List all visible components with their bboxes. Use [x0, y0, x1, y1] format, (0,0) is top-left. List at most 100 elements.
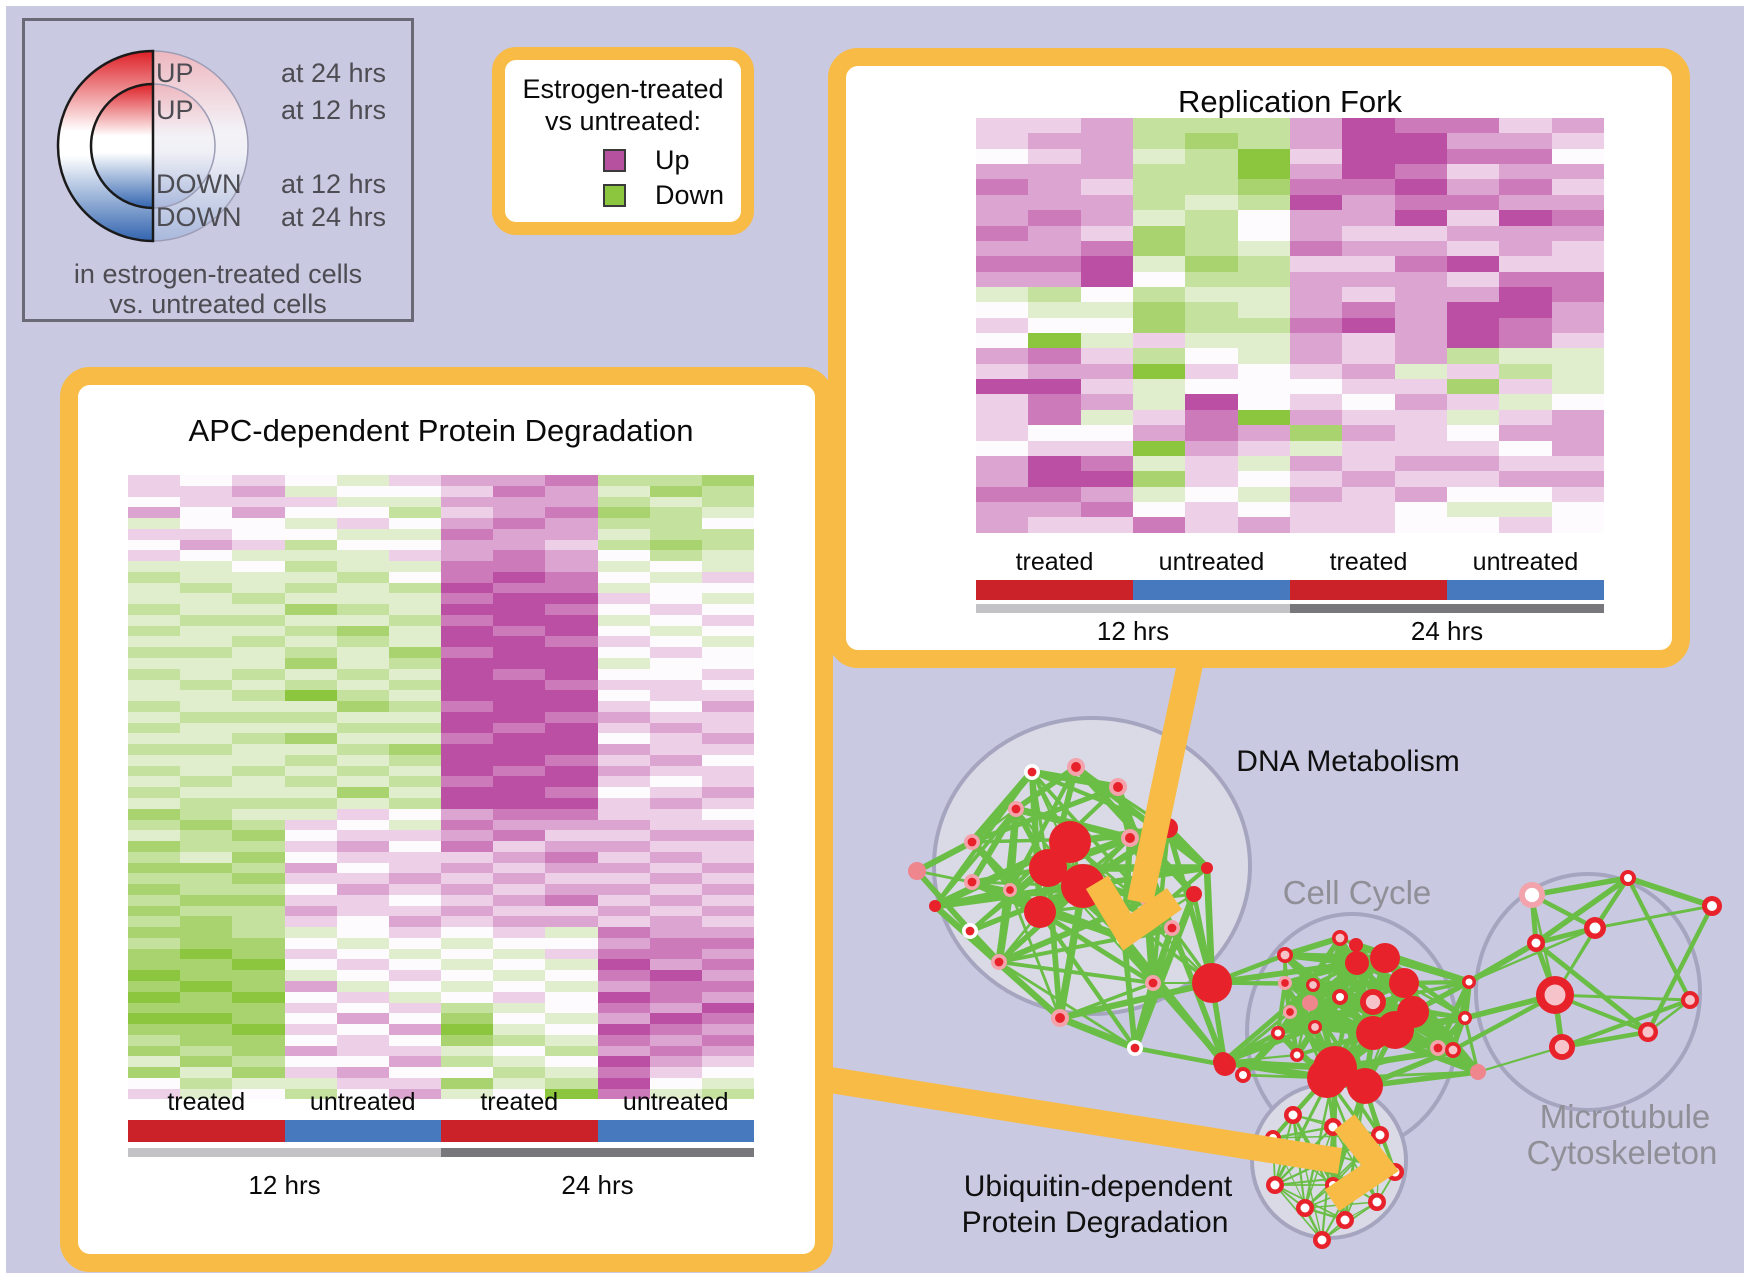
heatmap-row — [976, 179, 1604, 195]
heatmap-cell — [284, 593, 337, 605]
down-swatch-label: Down — [655, 180, 725, 210]
heatmap-cell — [545, 550, 598, 562]
heatmap-cell — [545, 1024, 598, 1035]
heatmap-cell — [976, 486, 1029, 502]
heatmap-cell — [388, 647, 442, 659]
heatmap-cell — [284, 862, 337, 874]
heatmap-cell — [388, 980, 442, 992]
heatmap-cell — [649, 1013, 702, 1025]
heatmap-cell — [1499, 118, 1552, 134]
heatmap-cell — [128, 701, 181, 712]
heatmap-cell — [545, 604, 598, 615]
legend-up-24-word: UP — [156, 58, 194, 88]
heatmap-cell — [284, 905, 337, 917]
heatmap-cell — [493, 937, 546, 949]
heatmap-cell — [1237, 148, 1290, 165]
heatmap-cell — [232, 776, 285, 788]
heatmap-row — [976, 256, 1604, 272]
heatmap-row — [128, 593, 755, 605]
heatmap-cell — [284, 1067, 337, 1078]
heatmap-cell — [232, 518, 285, 529]
heatmap-cell — [284, 507, 337, 519]
heatmap-cell — [128, 485, 181, 497]
heatmap-cell — [701, 647, 755, 659]
heatmap-cell — [493, 485, 546, 497]
network-edge — [971, 808, 1017, 843]
heatmap-cell — [284, 711, 337, 723]
heatmap-cell — [649, 733, 702, 745]
heatmap-cell — [180, 733, 233, 745]
heatmap-cell — [441, 507, 494, 519]
heatmap-cell — [1080, 133, 1133, 149]
heatmap-cell — [128, 614, 181, 626]
heatmap-cell — [1185, 118, 1238, 134]
heatmap-cell — [1394, 425, 1447, 441]
heatmap-cell — [1289, 501, 1343, 518]
network-node-red — [1029, 849, 1067, 887]
heatmap-cell — [1028, 194, 1081, 211]
heatmap-cell — [493, 1034, 546, 1046]
heatmap-cell — [441, 797, 494, 809]
heatmap-cell — [493, 507, 546, 519]
network-node-rw — [1461, 1014, 1469, 1022]
heatmap-cell — [388, 604, 442, 615]
network-edge — [933, 807, 1018, 908]
apc-heatmap — [128, 475, 755, 1100]
network-node-ph — [1281, 979, 1289, 987]
treated-bar-segment — [128, 1120, 285, 1142]
heatmap-cell — [597, 507, 650, 519]
heatmap-cell — [1499, 379, 1552, 395]
heatmap-cell — [701, 733, 755, 745]
network-node-red — [1345, 951, 1369, 975]
heatmap-cell — [493, 776, 546, 788]
heatmap-cell — [493, 733, 546, 745]
heatmap-cell — [493, 528, 546, 540]
group-label-treated-2: treated — [480, 1088, 559, 1116]
heatmap-cell — [1342, 333, 1395, 349]
heatmap-row — [976, 486, 1604, 502]
heatmap-cell — [976, 286, 1029, 303]
heatmap-cell — [336, 668, 389, 680]
heatmap-cell — [1446, 379, 1500, 395]
heatmap-cell — [441, 808, 494, 820]
heatmap-cell — [1394, 286, 1447, 303]
heatmap-cell — [284, 647, 337, 659]
heatmap-cell — [180, 658, 233, 669]
heatmap-cell — [545, 485, 598, 497]
heatmap-cell — [597, 528, 650, 540]
heatmap-cell — [1185, 302, 1238, 318]
legend-up-12-word: UP — [156, 95, 194, 125]
heatmap-cell — [336, 711, 389, 723]
heatmap-cell — [1551, 271, 1604, 287]
network-node-ph — [1148, 978, 1158, 988]
heatmap-cell — [388, 518, 442, 529]
heatmap-cell — [597, 765, 650, 777]
heatmap-cell — [1289, 517, 1343, 533]
network-node-rp — [1685, 995, 1695, 1005]
legend-up-24-time: at 24 hrs — [281, 58, 387, 88]
heatmap-cell — [284, 658, 337, 669]
network-node-rw — [1274, 1029, 1282, 1037]
heatmap-cell — [1185, 440, 1238, 456]
heatmap-cell — [388, 754, 442, 766]
heatmap-cell — [336, 1013, 389, 1025]
heatmap-row — [976, 363, 1604, 380]
heatmap-cell — [701, 582, 755, 594]
heatmap-row — [128, 830, 755, 842]
heatmap-cell — [441, 658, 494, 669]
heatmap-cell — [336, 744, 389, 755]
heatmap-cell — [1185, 409, 1238, 426]
heatmap-cell — [649, 658, 702, 669]
heatmap-cell — [597, 593, 650, 605]
heatmap-cell — [1551, 256, 1604, 272]
heatmap-cell — [1080, 240, 1133, 257]
heatmap-cell — [128, 571, 181, 583]
heatmap-cell — [1132, 302, 1186, 318]
heatmap-cell — [284, 991, 337, 1003]
heatmap-cell — [441, 754, 494, 766]
heatmap-row — [128, 690, 755, 702]
heatmap-row — [128, 787, 755, 798]
heatmap-cell — [1185, 286, 1238, 303]
heatmap-cell — [232, 593, 285, 605]
heatmap-cell — [284, 733, 337, 745]
